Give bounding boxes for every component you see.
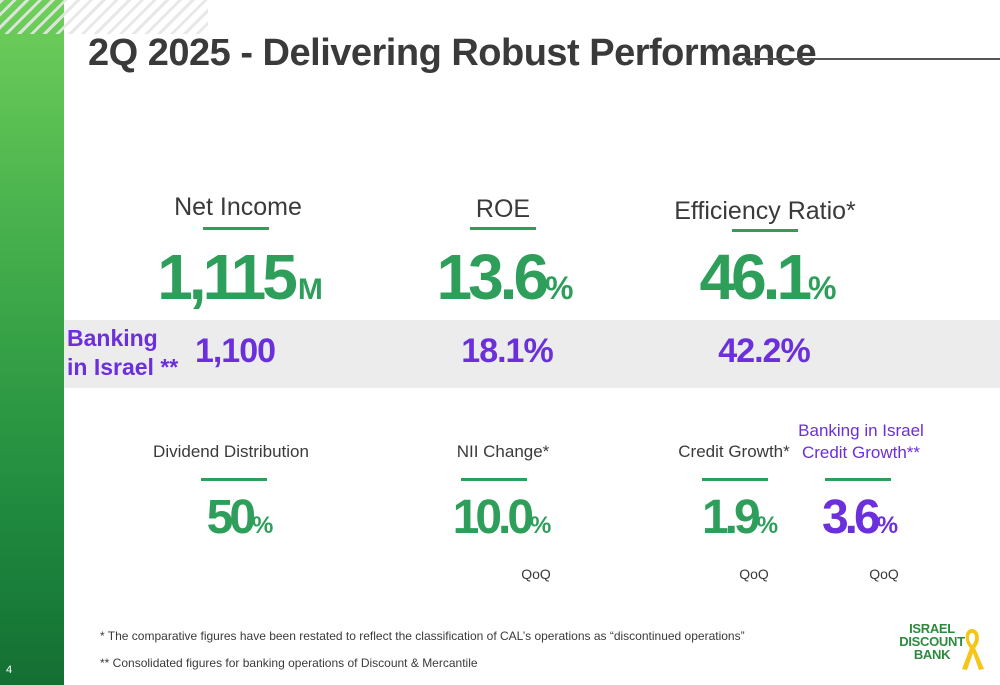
israel-discount-bank-logo: ISRAEL DISCOUNT BANK: [898, 622, 966, 661]
banking-israel-credit-growth-number: 3.6: [821, 491, 881, 544]
credit-growth-label: Credit Growth*: [678, 442, 790, 461]
dividend-unit: %: [252, 512, 274, 539]
roe-value: 13.6%: [436, 240, 573, 314]
banking-israel-credit-growth-unit: %: [876, 512, 899, 539]
nii-change-rule: [461, 478, 527, 481]
banking-israel-label-line2: in Israel **: [67, 354, 179, 380]
logo-line2: DISCOUNT: [899, 634, 965, 649]
left-accent-bar: [0, 0, 64, 685]
net-income-rule: [203, 227, 269, 230]
efficiency-ratio-number: 46.1: [699, 241, 812, 313]
banking-israel-credit-growth-label-line2: Credit Growth**: [801, 443, 921, 462]
nii-change-unit: %: [530, 512, 552, 539]
efficiency-ratio-rule: [732, 229, 798, 232]
efficiency-ratio-label: Efficiency Ratio*: [674, 197, 856, 225]
logo-line1: ISRAEL: [909, 621, 955, 636]
nii-change-value: 10.0%: [453, 490, 552, 545]
banking-israel-credit-growth-label-line1: Banking in Israel: [798, 421, 924, 440]
logo-line3: BANK: [913, 647, 951, 662]
footnote-consolidated: ** Consolidated figures for banking oper…: [100, 656, 478, 670]
banking-israel-credit-growth-value: 3.6%: [822, 490, 898, 545]
nii-change-label: NII Change*: [456, 442, 550, 461]
banking-israel-credit-growth-qoq: QoQ: [869, 566, 899, 582]
page-number: 4: [6, 664, 13, 676]
efficiency-ratio-value: 46.1%: [699, 240, 836, 314]
credit-growth-qoq: QoQ: [739, 566, 769, 582]
banking-israel-net-income: 1,100: [194, 332, 276, 370]
dividend-value: 50%: [207, 490, 274, 545]
banking-israel-label: Banking in Israel **: [67, 324, 178, 382]
banking-israel-credit-growth-rule: [825, 478, 891, 481]
roe-label: ROE: [475, 195, 531, 223]
nii-change-qoq: QoQ: [521, 566, 551, 582]
page-title: 2Q 2025 - Delivering Robust Performance: [88, 32, 817, 74]
nii-change-number: 10.0: [452, 491, 534, 544]
net-income-number: 1,115: [157, 241, 298, 313]
decorative-stripes: [0, 0, 208, 34]
yellow-ribbon-icon: [962, 629, 984, 670]
footnote-restated: * The comparative figures have been rest…: [100, 629, 745, 643]
roe-number: 13.6: [436, 241, 549, 313]
credit-growth-value: 1.9%: [702, 490, 778, 545]
banking-israel-band: [64, 320, 1000, 388]
credit-growth-rule: [702, 478, 768, 481]
dividend-rule: [201, 478, 267, 481]
net-income-value: 1,115 M: [157, 240, 323, 314]
banking-israel-credit-growth-label: Banking in Israel Credit Growth**: [798, 420, 924, 464]
banking-israel-efficiency: 42.2%: [718, 332, 810, 370]
title-rule: [742, 58, 1000, 60]
net-income-label: Net Income: [174, 193, 302, 221]
roe-unit: %: [545, 270, 574, 306]
credit-growth-unit: %: [756, 512, 779, 539]
banking-israel-label-line1: Banking: [67, 325, 158, 351]
roe-rule: [470, 227, 536, 230]
dividend-number: 50: [206, 491, 256, 544]
dividend-label: Dividend Distribution: [153, 442, 309, 461]
net-income-unit: M: [297, 273, 323, 306]
banking-israel-roe: 18.1%: [461, 332, 553, 370]
efficiency-ratio-unit: %: [808, 270, 837, 306]
credit-growth-number: 1.9: [701, 491, 761, 544]
